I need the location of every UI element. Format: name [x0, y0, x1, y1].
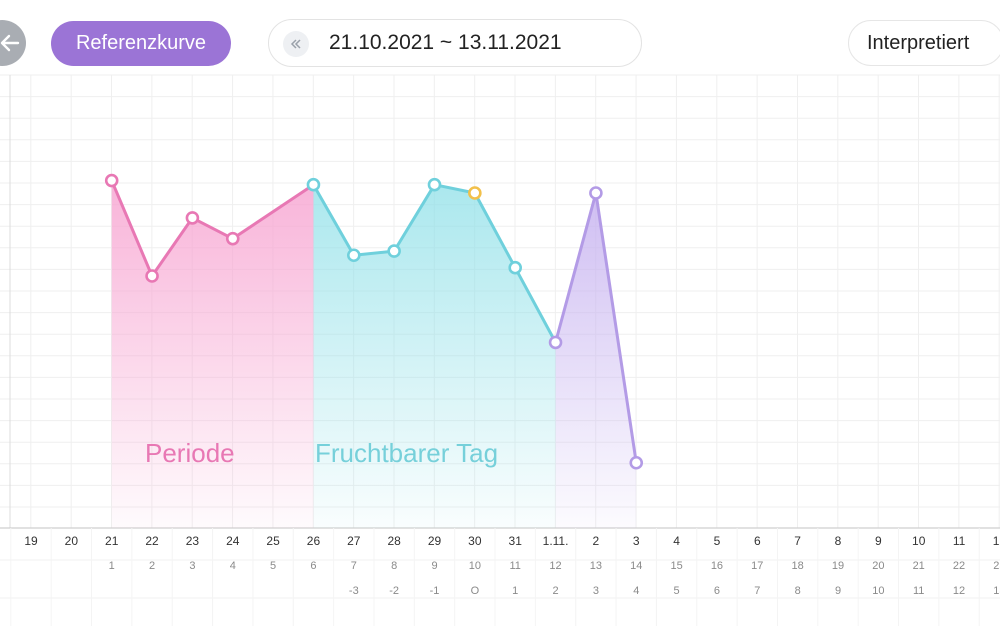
area-period — [111, 180, 314, 529]
data-point-1.11. — [548, 335, 563, 350]
cycle-day-label: 23 — [993, 560, 1000, 572]
date-label: 3 — [633, 534, 640, 548]
cycle-day-label: 20 — [872, 560, 884, 572]
cycle-day-label: 7 — [351, 560, 357, 572]
cycle-day-label: 17 — [751, 560, 763, 572]
data-point-27 — [346, 248, 361, 263]
data-point-22 — [145, 269, 159, 283]
phase-labels: Periode Fruchtbarer Tag — [145, 438, 498, 468]
date-label: 29 — [428, 534, 442, 548]
reference-curve-button[interactable]: Referenzkurve — [51, 21, 231, 66]
cycle-day-label: 8 — [391, 560, 397, 572]
phase-label-period: Periode — [145, 438, 235, 468]
ovulation-offset-label: 5 — [674, 585, 680, 597]
cycle-day-label: 15 — [670, 560, 682, 572]
ovulation-offset-label: 7 — [754, 585, 760, 597]
date-label: 4 — [673, 534, 680, 548]
cycle-day-label: 16 — [711, 560, 723, 572]
date-label: 9 — [875, 534, 882, 548]
date-label: 20 — [65, 534, 79, 548]
data-point-3 — [629, 455, 644, 470]
cycle-day-label: 1 — [109, 560, 115, 572]
previous-range-button[interactable] — [283, 31, 309, 57]
date-label: 25 — [266, 534, 280, 548]
cycle-day-label: 5 — [270, 560, 276, 572]
cycle-day-label: 13 — [590, 560, 602, 572]
date-label: 19 — [24, 534, 38, 548]
date-label: 27 — [347, 534, 361, 548]
date-label: 11 — [953, 534, 966, 548]
x-axis-labels: 19 20 21 22 23 24 25 26 27 28 29 30 31 1.11. 2 3 4 5 6 7 8 9 1… — [24, 534, 1000, 597]
area-fertile — [313, 184, 556, 528]
ovulation-offset-label: 2 — [552, 585, 558, 597]
interpreted-button[interactable]: Interpretiert — [848, 20, 1000, 66]
cycle-day-label: 2 — [149, 560, 155, 572]
date-label: 7 — [794, 534, 801, 548]
ovulation-offset-label: 10 — [872, 585, 884, 597]
phase-areas — [111, 180, 637, 529]
data-point-29 — [427, 177, 442, 192]
ovulation-offset-label: O — [471, 585, 480, 597]
ovulation-offset-label: -1 — [430, 585, 440, 597]
ovulation-offset-label: 11 — [913, 585, 924, 597]
date-label: 12 — [993, 534, 1000, 548]
double-chevron-left-icon — [290, 39, 301, 49]
date-label: 30 — [468, 534, 482, 548]
date-label: 26 — [307, 534, 321, 548]
area-luteal — [555, 193, 637, 528]
cycle-day-label: 9 — [431, 560, 437, 572]
date-label: 8 — [835, 534, 842, 548]
ovulation-offset-label: 12 — [953, 585, 965, 597]
date-label: 22 — [145, 534, 159, 548]
date-range-text: 21.10.2021 ~ 13.11.2021 — [329, 31, 562, 54]
ovulation-offset-label: 13 — [993, 585, 1000, 597]
date-label: 23 — [186, 534, 200, 548]
cycle-day-label: 21 — [913, 560, 925, 572]
ovulation-offset-label: 3 — [593, 585, 599, 597]
ovulation-offset-label: -2 — [389, 585, 399, 597]
cycle-day-label: 10 — [469, 560, 481, 572]
top-bar: Referenzkurve 21.10.2021 ~ 13.11.2021 In… — [0, 0, 1000, 80]
phase-label-fertile: Fruchtbarer Tag — [315, 438, 498, 468]
cycle-day-label: 12 — [549, 560, 561, 572]
data-point-31 — [508, 260, 523, 275]
cycle-day-label: 22 — [953, 560, 965, 572]
cycle-day-label: 6 — [310, 560, 316, 572]
date-label: 28 — [387, 534, 401, 548]
cycle-day-label: 18 — [792, 560, 804, 572]
data-point-28 — [387, 244, 401, 258]
cycle-day-label: 11 — [509, 560, 520, 572]
date-label: 31 — [509, 534, 523, 548]
date-label: 1.11. — [543, 534, 569, 548]
date-label: 5 — [714, 534, 721, 548]
data-points — [104, 173, 644, 470]
data-point-30 — [468, 186, 482, 200]
ovulation-offset-label: 9 — [835, 585, 841, 597]
data-point-26 — [306, 177, 321, 192]
date-label: 24 — [226, 534, 240, 548]
date-label: 2 — [593, 534, 600, 548]
arrow-left-icon — [0, 34, 20, 52]
ovulation-offset-label: 8 — [795, 585, 801, 597]
ovulation-offset-label: 6 — [714, 585, 720, 597]
date-label: 6 — [754, 534, 761, 548]
date-range-selector[interactable]: 21.10.2021 ~ 13.11.2021 — [268, 19, 642, 67]
data-point-23 — [185, 211, 200, 225]
data-point-21 — [104, 173, 119, 188]
data-point-24 — [225, 231, 240, 246]
ovulation-offset-label: 1 — [512, 585, 518, 597]
date-label: 21 — [105, 534, 119, 548]
ovulation-offset-label: 4 — [633, 585, 639, 597]
cycle-day-label: 3 — [189, 560, 195, 572]
cycle-day-label: 19 — [832, 560, 844, 572]
cycle-day-label: 14 — [630, 560, 642, 572]
date-label: 10 — [912, 534, 926, 548]
data-point-2 — [589, 186, 603, 200]
ovulation-offset-label: -3 — [349, 585, 359, 597]
cycle-day-label: 4 — [230, 560, 236, 572]
